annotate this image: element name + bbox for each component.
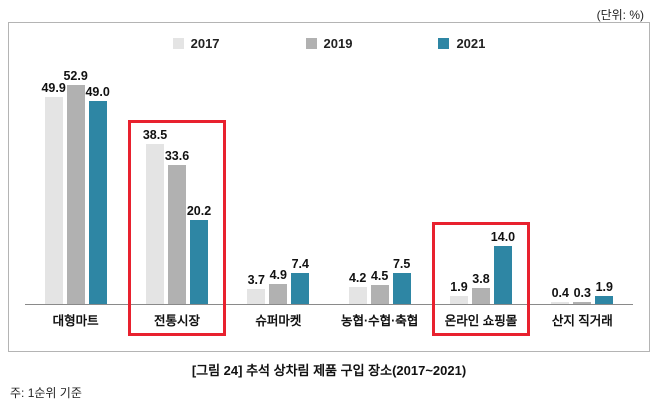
bar-column: 0.3	[573, 286, 592, 304]
bar-column: 1.9	[595, 280, 614, 304]
bars-row: 4.2 4.5 7.5	[329, 57, 430, 304]
bar	[88, 100, 107, 304]
legend-item-2017: 2017	[172, 35, 220, 51]
footnote: 주: 1순위 기준	[10, 386, 82, 400]
bars-row: 38.5 33.6 20.2	[126, 57, 227, 304]
bar	[471, 288, 490, 304]
category-label: 슈퍼마켓	[255, 313, 302, 328]
bars-row: 1.9 3.8 14.0	[430, 57, 531, 304]
bar-column: 49.9	[41, 80, 66, 304]
bar	[189, 220, 208, 304]
bar	[348, 286, 367, 304]
bar-column: 3.7	[247, 273, 266, 304]
bar-column: 7.4	[291, 257, 310, 304]
category-label: 전통시장	[153, 313, 200, 328]
bar	[573, 302, 592, 304]
bar	[551, 302, 570, 304]
bar	[291, 273, 310, 304]
bars-row: 0.4 0.3 1.9	[532, 57, 633, 304]
bar-column: 49.0	[85, 84, 110, 304]
legend: 2017 2019 2021	[9, 35, 649, 51]
bar-column: 20.2	[186, 204, 212, 304]
bar-group: 38.5 33.6 20.2 전통시장	[126, 57, 227, 337]
value-label: 38.5	[142, 128, 168, 143]
value-label: 49.9	[41, 80, 66, 95]
value-label: 4.2	[348, 270, 367, 285]
bar-column: 4.2	[348, 271, 367, 304]
bar	[392, 272, 411, 304]
legend-label-2021: 2021	[456, 35, 486, 51]
bar-column: 7.5	[392, 257, 411, 304]
chart-caption: [그림 24] 추석 상차림 제품 구입 장소(2017~2021)	[191, 363, 467, 378]
bar-column: 3.8	[471, 272, 490, 304]
bar-group: 4.2 4.5 7.5 농협·수협·축협	[329, 57, 430, 337]
bar-group: 1.9 3.8 14.0 온라인 쇼핑몰	[430, 57, 531, 337]
legend-swatch-2021	[438, 37, 450, 49]
bars-row: 3.7 4.9 7.4	[228, 57, 329, 304]
category-label: 농협·수협·축협	[340, 313, 419, 328]
legend-item-2019: 2019	[305, 35, 353, 51]
bar-groups: 49.9 52.9 49.0 대형마트 38.5 33.6 20.2 전통시장 3.7 4.9 7.…	[25, 57, 633, 337]
bar-column: 1.9	[449, 280, 468, 304]
value-label: 14.0	[490, 229, 516, 244]
bar-column: 14.0	[490, 229, 516, 304]
bar	[595, 296, 614, 304]
bar-column: 4.5	[370, 269, 389, 304]
plot-area: 49.9 52.9 49.0 대형마트 38.5 33.6 20.2 전통시장 3.7 4.9 7.…	[25, 57, 633, 337]
bar	[167, 164, 186, 304]
bars-row: 49.9 52.9 49.0	[25, 57, 126, 304]
category-label: 대형마트	[52, 313, 99, 328]
value-label: 20.2	[186, 204, 212, 219]
bar	[370, 285, 389, 304]
category-label: 온라인 쇼핑몰	[444, 313, 518, 328]
bar	[66, 84, 85, 304]
bar-group: 0.4 0.3 1.9 산지 직거래	[532, 57, 633, 337]
value-label: 4.5	[370, 269, 389, 284]
value-label: 4.9	[269, 267, 287, 282]
bar	[449, 296, 468, 304]
bar-column: 52.9	[63, 68, 88, 304]
legend-swatch-2019	[305, 37, 317, 49]
bar-column: 38.5	[142, 128, 168, 304]
category-label: 산지 직거래	[551, 313, 613, 328]
legend-swatch-2017	[172, 37, 184, 49]
bar-group: 49.9 52.9 49.0 대형마트	[25, 57, 126, 337]
value-label: 33.6	[164, 148, 190, 163]
unit-note: (단위: %)	[596, 8, 644, 22]
bar	[145, 144, 164, 304]
legend-label-2019: 2019	[323, 35, 353, 51]
value-label: 7.5	[392, 256, 411, 271]
x-axis-line	[25, 304, 633, 305]
legend-label-2017: 2017	[190, 35, 220, 51]
value-label: 1.9	[595, 280, 613, 295]
value-label: 3.8	[472, 272, 490, 287]
bar-group: 3.7 4.9 7.4 슈퍼마켓	[228, 57, 329, 337]
value-label: 0.3	[573, 286, 591, 300]
bar-column: 33.6	[164, 148, 190, 304]
value-label: 3.7	[247, 272, 265, 287]
bar	[269, 283, 288, 304]
value-label: 0.4	[551, 286, 569, 300]
legend-item-2021: 2021	[438, 36, 485, 51]
value-label: 1.9	[450, 280, 468, 295]
bar-column: 4.9	[269, 268, 288, 304]
value-label: 49.0	[85, 84, 110, 99]
bar	[44, 96, 63, 304]
value-label: 52.9	[63, 68, 88, 83]
bar-column: 0.4	[551, 286, 570, 304]
chart-box: 2017 2019 2021 49.9 52.9 49.0 대형마트 38.5 33.6 2…	[8, 22, 650, 352]
bar	[493, 245, 512, 304]
value-label: 7.4	[291, 257, 309, 272]
bar	[247, 288, 266, 304]
